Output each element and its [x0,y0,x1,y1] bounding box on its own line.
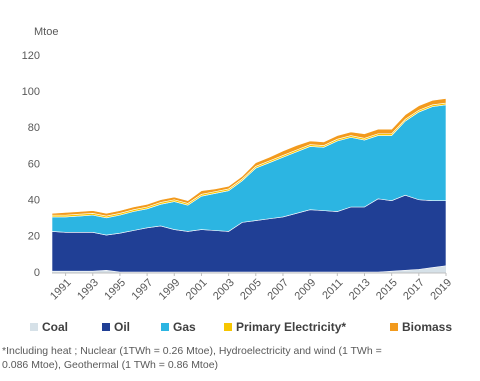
y-unit: Mtoe [34,26,58,38]
legend-swatch [30,323,38,331]
y-tick-label: 60 [28,158,40,170]
x-tick-label: 2009 [293,277,319,303]
x-tick-label: 2015 [374,277,400,303]
y-tick-label: 40 [28,195,40,207]
x-tick-label: 2011 [320,277,345,302]
x-tick-label: 1999 [157,277,183,303]
x-tick-label: 2003 [211,277,237,303]
y-tick-label: 120 [22,50,40,62]
footnote: 0.086 Mtoe), Geothermal (1 TWh = 0.86 Mt… [2,359,218,371]
legend-swatch [390,323,398,331]
y-tick-label: 20 [28,231,40,243]
x-tick-label: 2001 [184,277,210,303]
legend-label: Biomass [402,320,452,334]
area [52,265,446,273]
x-tick-label: 2013 [347,277,373,303]
legend-label: Oil [114,320,130,334]
x-tick-label: 1993 [75,277,101,303]
y-tick-label: 0 [34,267,40,279]
x-tick-label: 2017 [401,277,427,303]
x-tick-label: 2007 [265,277,291,303]
x-tick-label: 1995 [102,277,128,303]
legend-swatch [224,323,232,331]
legend-swatch [102,323,110,331]
y-tick-label: 80 [28,122,40,134]
x-tick-label: 1997 [129,277,155,303]
y-tick-label: 100 [22,86,40,98]
footnote: *Including heat ; Nuclear (1TWh = 0.26 M… [2,345,382,357]
x-tick-label: 2019 [428,277,454,303]
area [51,98,447,217]
legend-label: Primary Electricity* [236,320,346,334]
legend-swatch [161,323,169,331]
legend-label: Coal [42,320,68,334]
x-tick-label: 1991 [48,277,74,303]
legend-label: Gas [173,320,196,334]
x-tick-label: 2005 [238,277,264,303]
